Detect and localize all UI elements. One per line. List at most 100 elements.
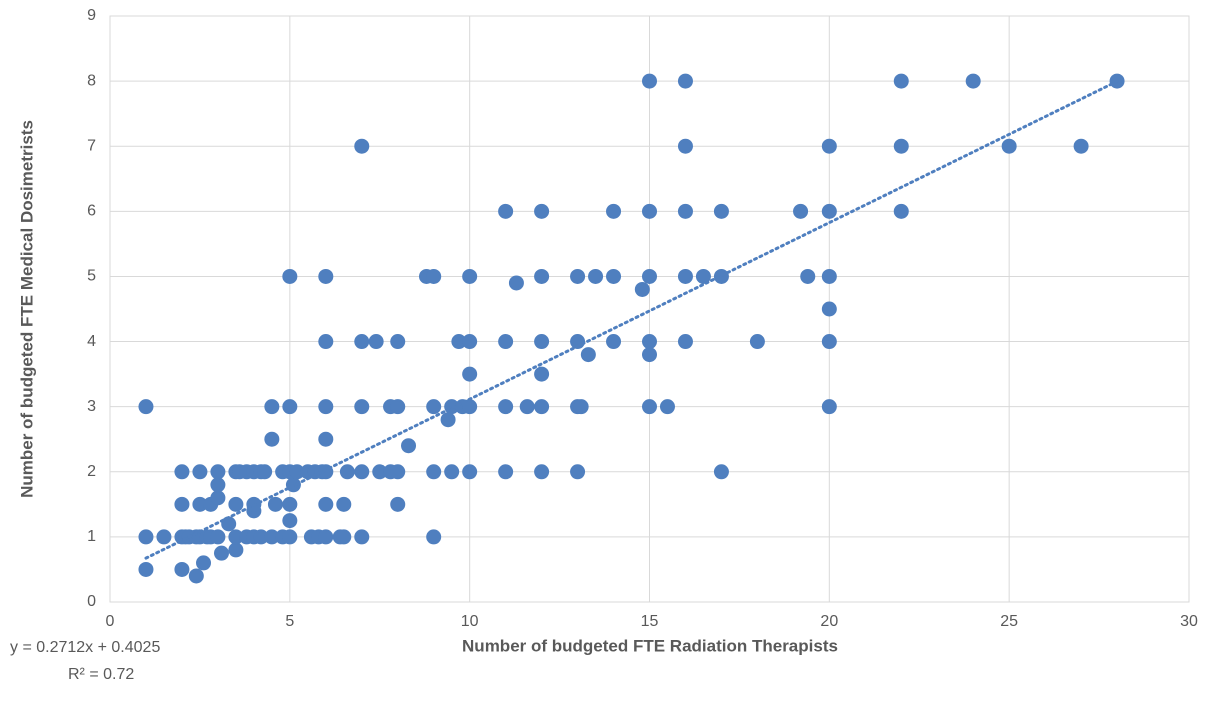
- point: [606, 334, 622, 350]
- point: [570, 464, 586, 480]
- point: [534, 334, 550, 350]
- x-tick-label: 10: [461, 613, 479, 630]
- point: [289, 464, 305, 480]
- point: [498, 464, 514, 480]
- point: [519, 399, 535, 415]
- point: [821, 268, 837, 284]
- x-axis-label: Number of budgeted FTE Radiation Therapi…: [462, 636, 838, 655]
- point: [821, 203, 837, 219]
- y-tick-label: 0: [87, 593, 96, 610]
- point: [354, 529, 370, 545]
- point: [318, 529, 334, 545]
- point: [821, 334, 837, 350]
- point: [318, 268, 334, 284]
- point: [570, 268, 586, 284]
- y-tick-label: 6: [87, 203, 96, 220]
- point: [893, 138, 909, 154]
- point: [821, 138, 837, 154]
- x-tick-label: 30: [1180, 613, 1198, 630]
- point: [267, 496, 283, 512]
- y-tick-label: 8: [87, 72, 96, 89]
- point: [695, 268, 711, 284]
- point: [588, 268, 604, 284]
- point: [282, 529, 298, 545]
- point: [210, 477, 226, 493]
- point: [573, 399, 589, 415]
- point: [192, 464, 208, 480]
- y-tick-label: 4: [87, 333, 96, 350]
- point: [462, 268, 478, 284]
- trendline: [144, 79, 1119, 560]
- x-tick-label: 20: [820, 613, 838, 630]
- point: [677, 73, 693, 89]
- x-tick-label: 5: [285, 613, 294, 630]
- point: [282, 513, 298, 529]
- point: [318, 431, 334, 447]
- point: [339, 464, 355, 480]
- y-tick-label: 9: [87, 7, 96, 24]
- point: [677, 268, 693, 284]
- point: [642, 334, 657, 350]
- point: [253, 529, 269, 545]
- point: [677, 334, 693, 350]
- x-tick-label: 15: [641, 613, 659, 630]
- y-tick-label: 7: [87, 137, 96, 154]
- point: [749, 334, 765, 350]
- point: [228, 496, 244, 512]
- trend-equation: y = 0.2712x + 0.4025: [10, 639, 160, 656]
- point: [390, 399, 406, 415]
- point: [570, 334, 586, 350]
- point: [677, 138, 693, 154]
- point: [228, 542, 244, 558]
- point: [606, 268, 622, 284]
- point: [354, 334, 370, 350]
- point: [196, 555, 212, 571]
- point: [642, 203, 657, 219]
- point: [451, 334, 467, 350]
- point: [821, 301, 837, 317]
- point: [138, 561, 154, 577]
- point: [659, 399, 675, 415]
- point: [426, 399, 442, 415]
- y-tick-label: 5: [87, 268, 96, 285]
- point: [713, 203, 729, 219]
- point: [336, 529, 352, 545]
- point: [642, 73, 657, 89]
- point: [264, 431, 280, 447]
- point: [188, 568, 204, 584]
- point: [426, 464, 442, 480]
- point: [282, 399, 298, 415]
- point: [800, 268, 816, 284]
- point: [498, 334, 514, 350]
- point: [821, 399, 837, 415]
- point: [192, 496, 208, 512]
- point: [336, 496, 352, 512]
- point: [390, 464, 406, 480]
- y-axis-label: Number of budgeted FTE Medical Dosimetri…: [17, 120, 36, 498]
- point: [368, 334, 384, 350]
- point: [965, 73, 981, 89]
- point: [642, 399, 657, 415]
- point: [462, 399, 478, 415]
- point: [462, 334, 478, 350]
- point: [156, 529, 172, 545]
- point: [282, 268, 298, 284]
- x-tick-label: 0: [106, 613, 115, 630]
- point: [228, 529, 244, 545]
- point: [354, 399, 370, 415]
- point: [426, 529, 442, 545]
- point: [893, 73, 909, 89]
- point: [534, 399, 550, 415]
- point: [793, 203, 809, 219]
- point: [462, 464, 478, 480]
- point: [213, 545, 229, 561]
- point: [264, 529, 280, 545]
- point: [1001, 138, 1017, 154]
- point: [390, 334, 406, 350]
- point: [534, 268, 550, 284]
- point: [606, 203, 622, 219]
- point: [642, 268, 657, 284]
- point: [677, 203, 693, 219]
- point: [174, 496, 190, 512]
